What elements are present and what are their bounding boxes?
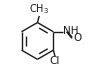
Text: O: O (73, 33, 81, 43)
Text: Cl: Cl (50, 56, 60, 66)
Text: CH$_3$: CH$_3$ (29, 2, 49, 16)
Text: NH: NH (63, 26, 78, 36)
